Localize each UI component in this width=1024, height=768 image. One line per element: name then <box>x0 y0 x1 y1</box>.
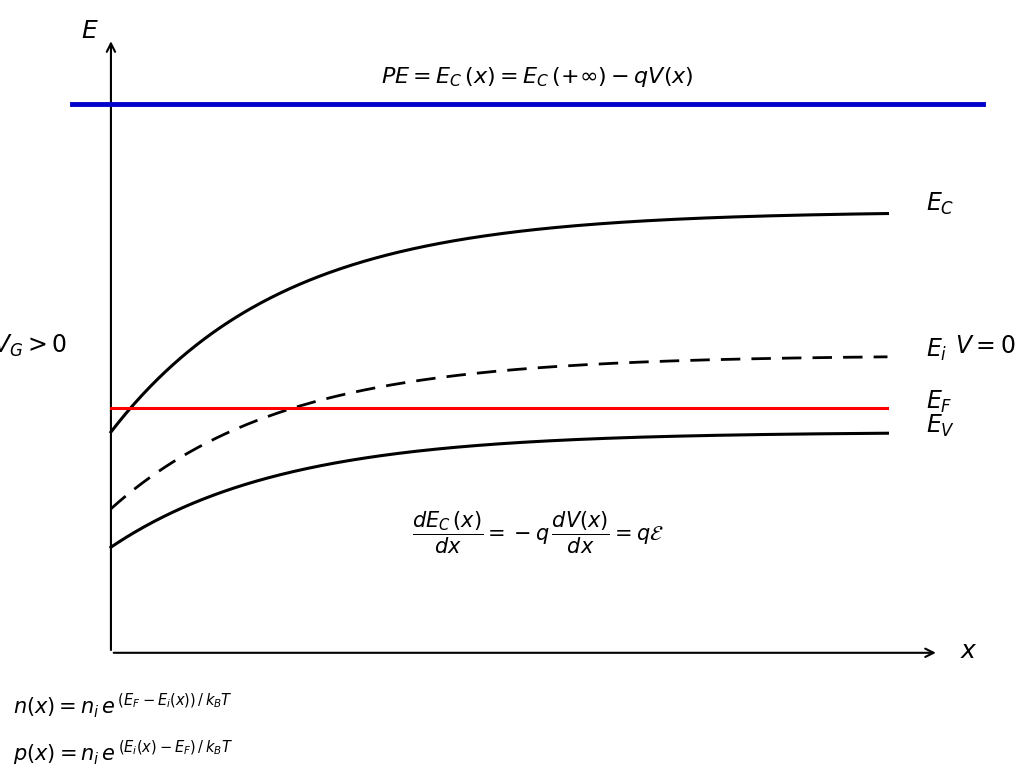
Text: $E_i$: $E_i$ <box>926 336 947 362</box>
Text: $p(x) = n_i\,e^{\,(E_i(x) - E_F)\,/\,k_BT}$: $p(x) = n_i\,e^{\,(E_i(x) - E_F)\,/\,k_B… <box>12 739 232 768</box>
Text: $E$: $E$ <box>81 19 98 43</box>
Text: $x$: $x$ <box>959 639 977 663</box>
Text: $V = 0$: $V = 0$ <box>955 333 1016 358</box>
Text: $E_V$: $E_V$ <box>926 413 955 439</box>
Text: $E_F$: $E_F$ <box>926 389 952 415</box>
Text: $V_G > 0$: $V_G > 0$ <box>0 333 67 359</box>
Text: $PE = E_C\,(x) = E_C\,(+\infty) - qV(x)$: $PE = E_C\,(x) = E_C\,(+\infty) - qV(x)$ <box>381 65 694 89</box>
Text: $\dfrac{dE_C\,(x)}{dx} = -q\,\dfrac{dV(x)}{dx} = q\mathcal{E}$: $\dfrac{dE_C\,(x)}{dx} = -q\,\dfrac{dV(x… <box>412 510 664 556</box>
Text: $E_C$: $E_C$ <box>926 190 954 217</box>
Text: $n(x) = n_i\,e^{\,(E_F - E_i(x))\,/\,k_BT}$: $n(x) = n_i\,e^{\,(E_F - E_i(x))\,/\,k_B… <box>12 691 232 720</box>
